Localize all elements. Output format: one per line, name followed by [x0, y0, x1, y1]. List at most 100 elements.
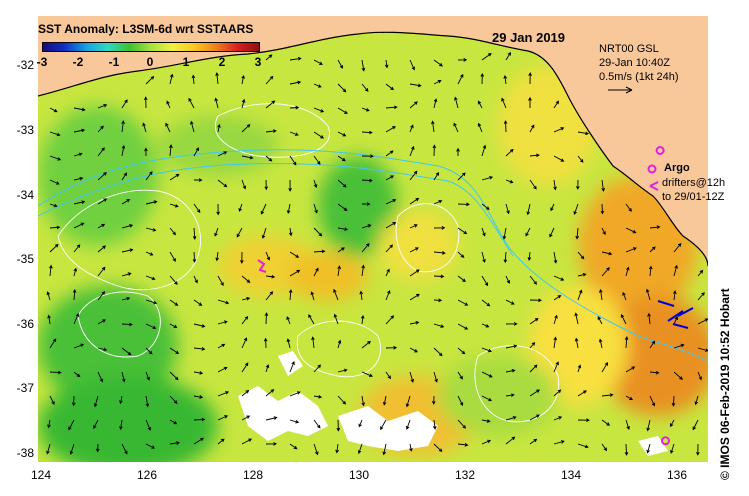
current-arrow	[241, 315, 249, 325]
x-tick-label: 130	[348, 468, 370, 482]
current-arrow	[409, 170, 418, 181]
current-arrow	[313, 179, 318, 189]
current-arrow	[480, 72, 485, 85]
current-arrow	[409, 320, 420, 325]
drifter-legend-marker	[649, 181, 659, 191]
current-arrow	[217, 123, 221, 133]
current-arrow	[477, 122, 483, 133]
current-arrow	[313, 364, 322, 373]
current-arrow	[265, 442, 278, 446]
sst-map-canvas	[38, 16, 708, 462]
current-arrow	[431, 120, 435, 133]
current-arrow	[169, 275, 178, 285]
current-arrow	[625, 266, 630, 277]
current-arrow	[145, 275, 156, 281]
current-arrow	[549, 227, 555, 238]
current-arrow	[241, 74, 245, 85]
current-arrow	[119, 419, 123, 431]
current-arrow	[49, 203, 58, 208]
current-arrow	[577, 272, 587, 277]
current-arrow	[121, 199, 131, 205]
current-arrow	[577, 418, 590, 422]
current-arrow	[236, 227, 243, 238]
current-arrow	[529, 179, 537, 190]
current-arrow	[93, 395, 99, 408]
current-arrow	[361, 130, 373, 135]
current-arrow	[625, 395, 633, 400]
current-arrow	[49, 131, 61, 137]
current-arrow	[361, 178, 373, 183]
drifter-arrows	[657, 300, 694, 329]
date-label: 29 Jan 2019	[492, 30, 566, 45]
colorbar-tick: -3	[36, 55, 48, 69]
current-arrow	[553, 336, 558, 349]
current-arrow	[481, 203, 490, 210]
current-arrow	[624, 443, 629, 456]
current-arrow	[360, 314, 365, 325]
current-arrow	[289, 269, 301, 277]
current-arrow	[673, 242, 682, 253]
current-arrow	[265, 251, 271, 261]
current-arrow	[409, 371, 415, 383]
colorbar	[42, 42, 260, 52]
current-arrow	[73, 343, 85, 349]
current-arrow	[68, 419, 75, 431]
current-arrow	[553, 389, 562, 397]
current-arrow	[409, 101, 418, 109]
current-arrow	[433, 172, 440, 181]
current-arrow	[646, 419, 651, 432]
current-arrow	[286, 338, 291, 349]
y-tick-label: -32	[16, 58, 34, 72]
current-arrow	[529, 275, 537, 285]
current-arrow	[97, 347, 108, 352]
current-arrow	[697, 371, 702, 381]
cloud-mask	[238, 351, 668, 456]
current-arrow	[481, 371, 493, 378]
current-arrow	[241, 179, 247, 190]
current-arrow	[288, 227, 293, 237]
current-arrow	[49, 395, 55, 406]
current-arrow	[337, 83, 347, 93]
current-arrow	[433, 98, 438, 109]
current-arrow	[505, 344, 518, 349]
current-arrow	[260, 203, 267, 215]
current-arrow	[169, 203, 179, 208]
current-arrow	[217, 438, 225, 445]
current-arrow	[409, 124, 414, 133]
current-arrow	[553, 127, 565, 133]
product-info-line: 29-Jan 10:40Z	[599, 57, 670, 69]
current-arrow	[573, 203, 579, 215]
current-arrow	[433, 347, 443, 357]
current-arrow	[361, 59, 366, 72]
current-arrow	[217, 151, 228, 157]
y-tick-label: -37	[16, 381, 34, 395]
drifters-legend-line: to 29/01-12Z	[662, 191, 725, 203]
current-arrow	[49, 155, 62, 161]
colorbar-tick: -1	[108, 55, 120, 69]
current-arrow	[361, 154, 374, 158]
current-arrow	[169, 323, 178, 329]
sst-map	[38, 16, 708, 462]
current-arrow	[600, 203, 605, 215]
current-arrow	[169, 144, 173, 157]
current-arrow	[73, 222, 85, 229]
current-arrow	[529, 341, 536, 349]
current-arrow	[241, 337, 248, 349]
current-arrow	[385, 290, 391, 301]
current-arrow	[145, 171, 153, 181]
product-info: NRT00 GSL 29-Jan 10:40Z 0.5m/s (1kt 24h)	[599, 42, 678, 84]
current-arrow	[313, 267, 319, 277]
current-arrow	[359, 290, 364, 301]
current-arrow	[433, 274, 445, 279]
current-arrow	[47, 314, 51, 325]
current-arrow	[337, 155, 346, 162]
current-arrow	[357, 443, 363, 455]
current-arrow	[575, 227, 580, 240]
current-arrow	[93, 419, 99, 430]
current-arrow	[289, 155, 297, 166]
credit-label: © IMOS 06-Feb-2019 10:52 Hobart	[718, 288, 732, 480]
current-arrow	[505, 203, 510, 215]
velocity-scale-arrow	[608, 86, 633, 94]
current-arrow	[169, 73, 174, 85]
x-tick-label: 128	[242, 468, 264, 482]
